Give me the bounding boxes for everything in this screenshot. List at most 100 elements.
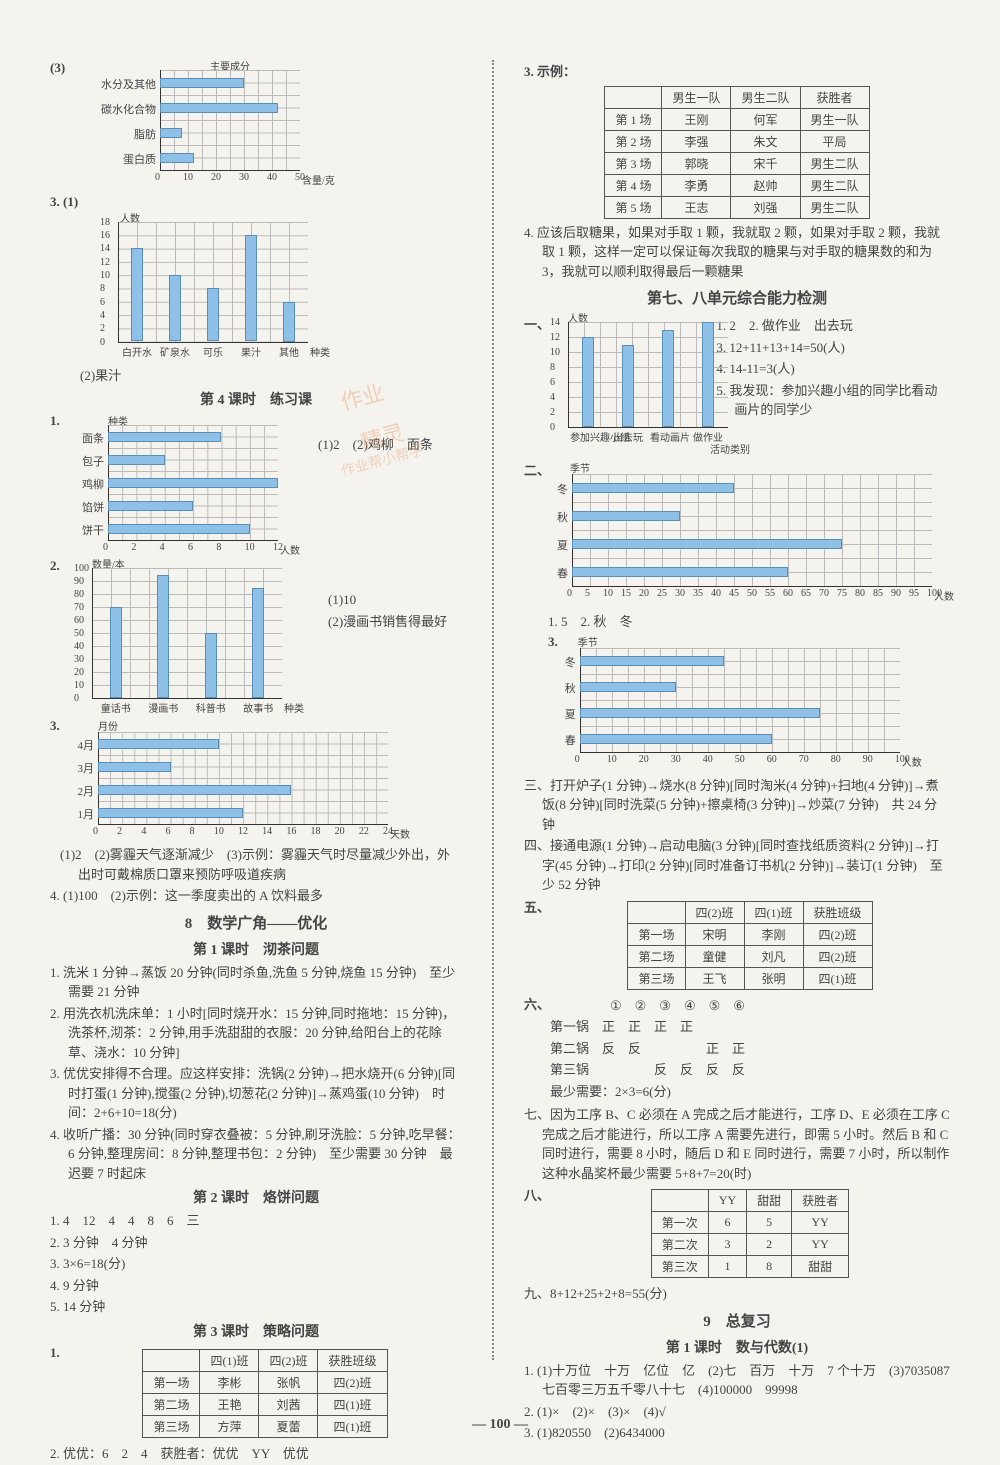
s3-ans: (1)2 (2)雾霾天气逐渐减少 (3)示例：雾霾天气时尽量减少外出，外出时可戴…	[50, 845, 462, 884]
chart-category-label: 馅饼	[68, 499, 104, 515]
chart-tick: 8	[550, 362, 555, 373]
table-header-cell: 四(2)班	[685, 901, 744, 923]
table-cell: 第 1 场	[605, 108, 662, 130]
chart-tick: 20	[639, 588, 649, 599]
chart-tick: 0	[74, 693, 79, 704]
chart-tick: 2	[117, 826, 122, 837]
left-column: (3) 主要成分 含量/克 水分及其他碳水化合物脂肪蛋白质01020304050…	[50, 60, 462, 1465]
chart-tick: 65	[801, 588, 811, 599]
chart-bar	[160, 78, 244, 88]
chart-tick: 15	[621, 588, 631, 599]
chart-category-label: 故事书	[240, 700, 276, 715]
list-item: 4. 9 分钟	[50, 1276, 462, 1296]
table-cell: 刘茜	[259, 1393, 318, 1415]
r-q6-label: 六、	[524, 994, 550, 1104]
chart-tick: 8	[216, 542, 221, 553]
chart-bar	[572, 539, 842, 549]
r-q7: 七、因为工序 B、C 必须在 A 完成之后才能进行，工序 D、E 必须在工序 C…	[524, 1105, 950, 1183]
chart-bar	[283, 302, 295, 342]
list-item: 1. 4 12 4 4 8 6 三	[50, 1211, 462, 1231]
table-row: 第 2 场李强朱文平局	[605, 130, 869, 152]
r-q9: 九、8+12+25+2+8=55(分)	[524, 1284, 950, 1304]
table-cell: 王志	[662, 196, 731, 218]
chart-category-label: 白开水	[119, 344, 155, 359]
r-q1-label: 一、	[524, 314, 550, 333]
chart-category-label: 春	[550, 565, 568, 581]
lesson8-1-title: 第 1 课时 沏茶问题	[50, 939, 462, 959]
table-cell: YY	[792, 1234, 849, 1256]
r-q2-label: 二、	[524, 460, 550, 479]
chart-tick: 50	[74, 628, 84, 639]
chart-tick: 6	[166, 826, 171, 837]
table-r8: YY甜甜获胜者第一次65YY第二次32YY第三次18甜甜	[651, 1189, 849, 1278]
chart-tick: 10	[245, 542, 255, 553]
chart-tick: 60	[767, 754, 777, 765]
u8-2-list: 1. 4 12 4 4 8 6 三2. 3 分钟 4 分钟3. 3×6=18(分…	[50, 1211, 462, 1317]
chart-tick: 20	[335, 826, 345, 837]
chart-category-label: 3月	[68, 760, 94, 776]
chart-tick: 22	[359, 826, 369, 837]
chart-tick: 4	[100, 310, 105, 321]
chart-category-label: 可乐	[195, 344, 231, 359]
table-cell: 宋千	[731, 152, 800, 174]
chart-bar	[572, 511, 680, 521]
chart-tick: 2	[131, 542, 136, 553]
table-cell: 第二场	[143, 1393, 200, 1415]
chart-bar	[169, 275, 181, 342]
table-cell: 王艳	[200, 1393, 259, 1415]
chart-tick: 12	[238, 826, 248, 837]
table-row: 第三次18甜甜	[651, 1256, 848, 1278]
chart-category-label: 漫画书	[145, 700, 181, 715]
r-q5-label: 五、	[524, 897, 550, 994]
s2-ans-1: (2)漫画书销售得最好	[328, 612, 447, 632]
s3-2-ans: (2)果汁	[80, 366, 462, 386]
chart-tick: 18	[311, 826, 321, 837]
chart-category-label: 看动画片	[650, 429, 686, 444]
chart-tick: 30	[671, 754, 681, 765]
chart-tick: 16	[286, 826, 296, 837]
chart-category-label: 参加兴趣小组	[570, 429, 606, 444]
page-container: (3) 主要成分 含量/克 水分及其他碳水化合物脂肪蛋白质01020304050…	[50, 60, 950, 1465]
r-q2-3-label: 3.	[548, 634, 558, 650]
chart-tick: 90	[863, 754, 873, 765]
chart-tick: 100	[74, 563, 89, 574]
q3-label: (3)	[50, 60, 90, 76]
chart-category-label: 果汁	[233, 344, 269, 359]
chart-category-label: 4月	[68, 737, 94, 753]
chart-tick: 70	[799, 754, 809, 765]
table-cell: 四(1)班	[318, 1393, 387, 1415]
table-cell: 2	[747, 1234, 792, 1256]
table-cell: 四(2)班	[803, 945, 872, 967]
table-row: 第 4 场李勇赵帅男生二队	[605, 174, 869, 196]
list-item: 2. 3 分钟 4 分钟	[50, 1233, 462, 1253]
chart-tick: 10	[214, 826, 224, 837]
chart-category-label: 碳水化合物	[90, 101, 156, 117]
r-q8-label: 八、	[524, 1185, 550, 1282]
table-cell: 3	[708, 1234, 746, 1256]
chart-bar	[662, 330, 674, 428]
unit-test-title: 第七、八单元综合能力检测	[524, 287, 950, 308]
chart-tick: 70	[819, 588, 829, 599]
list-item: 3. 3×6=18(分)	[50, 1254, 462, 1274]
chart-tick: 100	[895, 754, 910, 765]
table-cell: 宋明	[685, 923, 744, 945]
chart-tick: 8	[100, 283, 105, 294]
table-cell: 李刚	[744, 923, 803, 945]
table-r5: 四(2)班四(1)班获胜班级第一场宋明李刚四(2)班第二场童健刘凡四(2)班第三…	[627, 901, 872, 990]
s1-label: 1.	[50, 413, 68, 429]
table-cell: 第一次	[651, 1212, 708, 1234]
chart-tick: 24	[383, 826, 393, 837]
table-row: 第二场王艳刘茜四(1)班	[143, 1393, 387, 1415]
table-header-cell: 四(2)班	[259, 1349, 318, 1371]
r-q1-answers: 1. 2 2. 做作业 出去玩3. 12+11+13+14=50(人)4. 14…	[716, 314, 950, 422]
chart-ylabel: 季节	[570, 460, 590, 475]
chart-tick: 0	[155, 172, 160, 183]
chart-tick: 100	[927, 588, 942, 599]
chart-bar	[108, 432, 221, 442]
list-item: 2. 用洗衣机洗床单：1 小时[同时烧开水：15 分钟,同时拖地：15 分钟)，…	[50, 1004, 462, 1063]
chart-tick: 40	[267, 172, 277, 183]
table-r3: 男生一队男生二队获胜者第 1 场王刚何军男生一队第 2 场李强朱文平局第 3 场…	[604, 86, 869, 219]
chart-category-label: 包子	[68, 453, 104, 469]
table-cell: 赵帅	[731, 174, 800, 196]
table-row: 第三场王飞张明四(1)班	[628, 967, 872, 989]
